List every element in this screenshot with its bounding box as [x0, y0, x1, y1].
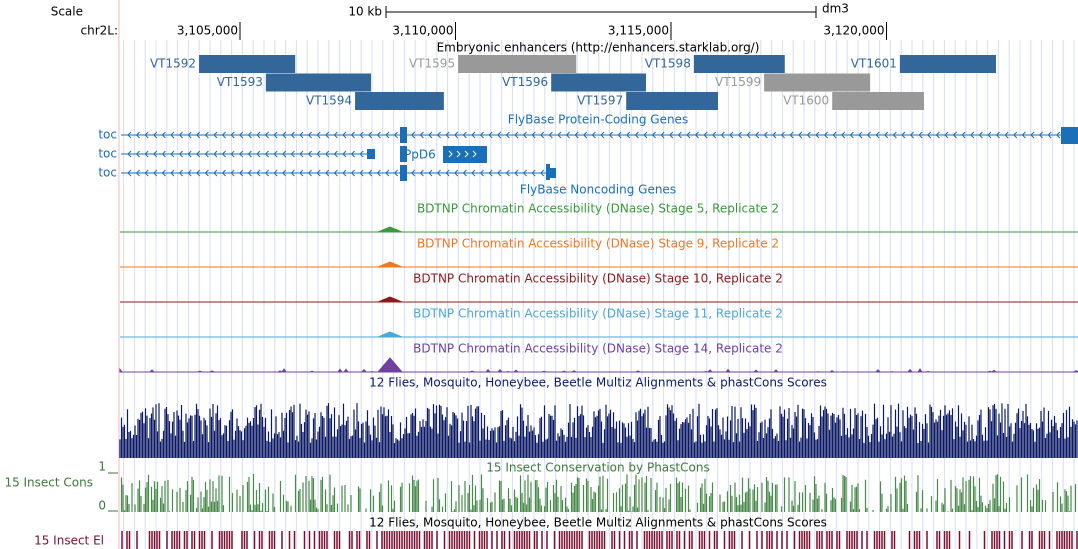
exon [546, 164, 550, 180]
gene-arrows [127, 150, 364, 158]
exon [1061, 127, 1078, 144]
enhancer [832, 92, 924, 110]
track-title: FlyBase Protein-Coding Genes [508, 113, 688, 127]
enhancer-label: VT1597 [577, 94, 623, 108]
signal [120, 226, 1078, 233]
enhancer [199, 55, 296, 73]
ruler-tick-label: 3,110,000 [392, 24, 453, 38]
enhancer-label: VT1596 [502, 75, 548, 89]
gene-box [443, 146, 487, 163]
exon [550, 168, 556, 178]
enhancer-label: VT1599 [715, 75, 761, 89]
enhancer-label: VT1592 [150, 57, 196, 71]
gene-label: PpD6 [404, 148, 436, 162]
track-title: BDTNP Chromatin Accessibility (DNase) St… [413, 342, 783, 356]
enhancer [551, 73, 647, 92]
signal [120, 331, 1078, 338]
gene-arrows [448, 150, 477, 158]
track-title: Embryonic enhancers (http://enhancers.st… [437, 41, 760, 55]
track-title: BDTNP Chromatin Accessibility (DNase) St… [413, 307, 783, 321]
enhancer-label: VT1601 [851, 57, 897, 71]
track-title: 12 Flies, Mosquito, Honeybee, Beetle Mul… [369, 516, 827, 530]
side-label: 15 Insect Cons [4, 476, 93, 490]
side-label: 15 Insect El [34, 534, 104, 548]
track-title: 15 Insect Conservation by PhastCons [486, 461, 709, 475]
exon [400, 165, 407, 181]
exon [367, 149, 375, 159]
enhancer [693, 55, 785, 73]
track-title: 12 Flies, Mosquito, Honeybee, Beetle Mul… [369, 376, 827, 390]
track-title: BDTNP Chromatin Accessibility (DNase) St… [417, 237, 779, 251]
gene-arrows [127, 131, 1069, 139]
gene-label: toc [98, 147, 117, 161]
axis-min: 0 [98, 499, 106, 513]
enhancer-label: VT1600 [783, 94, 829, 108]
track-title: BDTNP Chromatin Accessibility (DNase) St… [417, 202, 779, 216]
conservation-bars [119, 403, 1078, 458]
enhancer [355, 92, 444, 110]
track-title: FlyBase Noncoding Genes [520, 183, 676, 197]
axis-max: 1 [98, 460, 106, 474]
span-label: 10 kb [348, 5, 382, 19]
enhancer-label: VT1593 [217, 75, 263, 89]
signal [119, 357, 1078, 373]
enhancer-label: VT1595 [409, 57, 455, 71]
enhancer [764, 73, 871, 92]
enhancer [899, 55, 996, 73]
ruler-tick-label: 3,120,000 [823, 24, 884, 38]
exon [400, 127, 407, 143]
enhancer [626, 92, 718, 110]
signal [120, 261, 1078, 268]
enhancer-label: VT1598 [645, 57, 691, 71]
scale-label: Scale [51, 5, 83, 19]
signal [120, 296, 1078, 303]
enhancer [265, 73, 372, 92]
track-title: BDTNP Chromatin Accessibility (DNase) St… [413, 272, 783, 286]
ruler-tick-label: 3,115,000 [608, 24, 669, 38]
ruler-tick-label: 3,105,000 [177, 24, 238, 38]
gene-label: toc [98, 128, 117, 142]
assembly: dm3 [822, 2, 849, 16]
chrom-label: chr2L: [81, 24, 119, 38]
enhancer-label: VT1594 [306, 94, 352, 108]
element-bars [121, 531, 1078, 549]
exon [400, 146, 407, 162]
phastcons-bars [120, 474, 1077, 512]
gene-label: toc [98, 166, 117, 180]
enhancer [458, 55, 577, 73]
